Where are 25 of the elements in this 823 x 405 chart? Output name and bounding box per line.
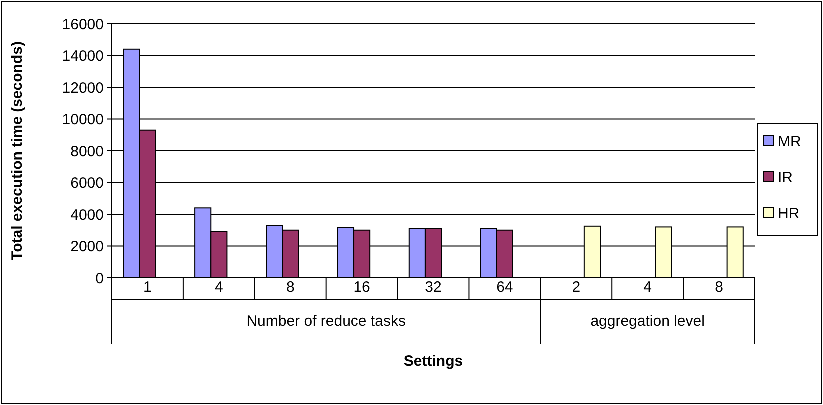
y-tick-label: 8000 [70, 143, 104, 160]
y-tick-label: 4000 [70, 206, 104, 224]
x-tick-label: 32 [425, 279, 442, 296]
y-tick-label: 10000 [62, 112, 104, 128]
y-tick-label: 16000 [62, 16, 104, 34]
x-tick-label: 8 [715, 279, 724, 296]
y-tick-label: 12000 [62, 80, 104, 97]
x-tick-label: 4 [214, 279, 224, 296]
x-axis-title: Settings [404, 353, 464, 370]
y-tick-label: 2000 [70, 238, 104, 256]
x-tick-label: 4 [644, 279, 652, 296]
y-tick-label: 14000 [62, 48, 104, 65]
x-tick-label: 8 [286, 279, 295, 296]
x-tick-label: 1 [144, 279, 152, 296]
x-tick-label: 2 [572, 279, 581, 296]
x-tick-label: 16 [354, 279, 370, 296]
y-tick-label: 6000 [70, 175, 104, 192]
legend-label: IR [778, 169, 794, 186]
x-tick-label: 64 [496, 279, 514, 296]
y-axis-title: Total execution time (seconds) [9, 42, 26, 260]
legend-label: HR [778, 205, 800, 222]
text: Number of reduce tasks [246, 313, 406, 330]
text: aggregation level [590, 313, 705, 330]
legend-label: MR [778, 133, 802, 150]
y-tick-label: 0 [96, 270, 104, 288]
